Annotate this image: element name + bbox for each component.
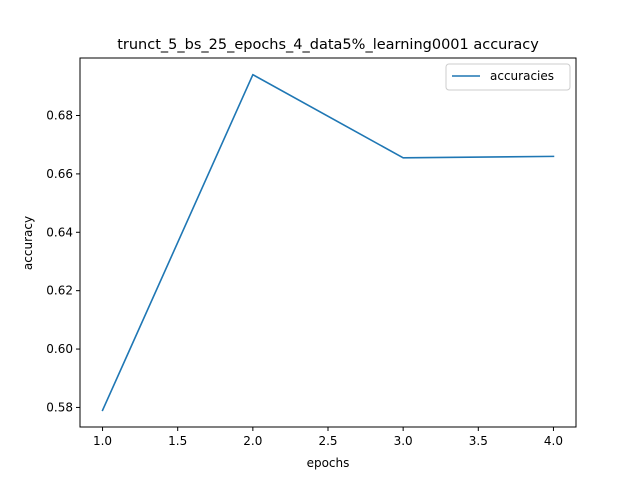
- y-tick-label: 0.68: [46, 109, 73, 123]
- y-tick-label: 0.62: [46, 284, 73, 298]
- plot-frame: [79, 57, 577, 428]
- x-tick-label: 1.5: [168, 434, 187, 448]
- chart-title: trunct_5_bs_25_epochs_4_data5%_learning0…: [117, 37, 539, 53]
- y-tick-label: 0.60: [46, 342, 73, 356]
- x-tick-label: 2.0: [243, 434, 262, 448]
- y-tick-label: 0.66: [46, 167, 73, 181]
- legend-label: accuracies: [490, 69, 554, 83]
- y-tick-label: 0.58: [46, 400, 73, 414]
- y-tick-label: 0.64: [46, 225, 73, 239]
- x-tick-label: 3.0: [394, 434, 413, 448]
- x-tick-label: 2.5: [318, 434, 337, 448]
- x-axis-label: epochs: [307, 456, 350, 470]
- x-tick-label: 1.0: [93, 434, 112, 448]
- legend: accuracies: [445, 63, 571, 91]
- y-axis-label: accuracy: [21, 216, 35, 270]
- legend-box: [445, 63, 571, 91]
- series-line-accuracies: [101, 73, 555, 412]
- x-tick-label: 3.5: [469, 434, 488, 448]
- x-tick-label: 4.0: [544, 434, 563, 448]
